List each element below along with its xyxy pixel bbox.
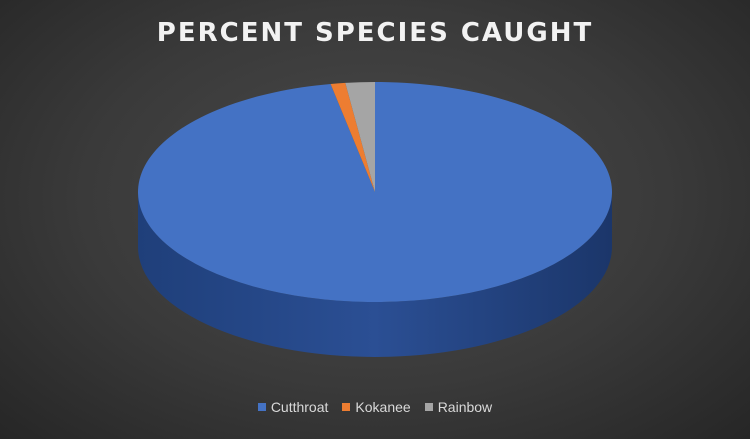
legend-swatch-cutthroat	[257, 403, 266, 411]
pie-slice-rainbow	[345, 82, 375, 192]
legend-swatch-rainbow	[424, 403, 433, 411]
legend-item-rainbow: Rainbow	[424, 399, 493, 415]
legend-label-cutthroat: Cutthroat	[270, 399, 329, 415]
legend-swatch-kokanee	[342, 403, 351, 411]
pie-slice-cutthroat	[137, 82, 612, 302]
legend-item-kokanee: Kokanee	[342, 399, 411, 415]
legend-item-cutthroat: Cutthroat	[257, 399, 329, 415]
pie-slice-kokanee	[330, 82, 375, 192]
legend-label-kokanee: Kokanee	[355, 399, 411, 415]
pie-side-cutthroat	[138, 192, 612, 357]
legend-label-rainbow: Rainbow	[437, 399, 493, 415]
legend: Cutthroat Kokanee Rainbow	[0, 399, 750, 415]
chart-title: PERCENT SPECIES CAUGHT	[156, 18, 594, 48]
